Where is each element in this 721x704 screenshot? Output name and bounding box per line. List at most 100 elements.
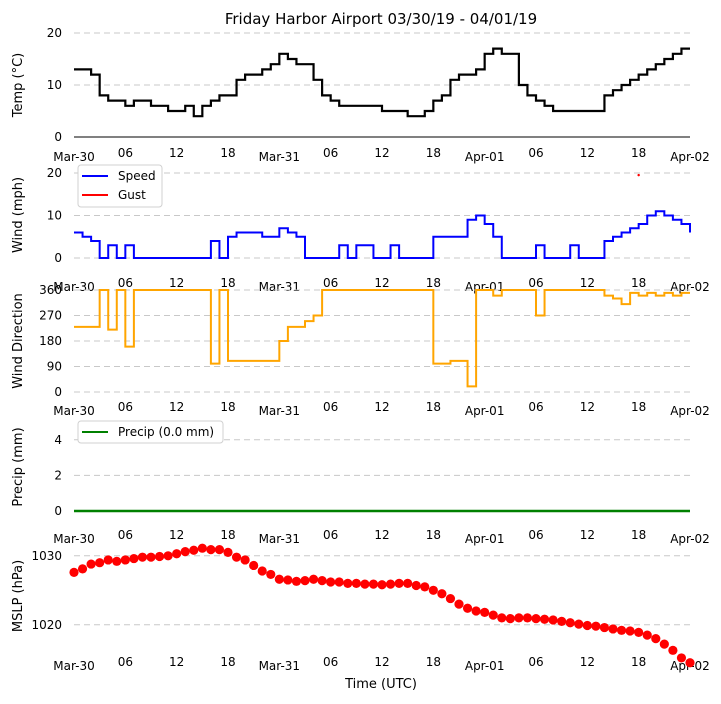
mslp-point: [676, 653, 687, 663]
x-tick-label: Mar-30: [53, 532, 94, 546]
x-tick-label: 06: [323, 528, 338, 542]
mslp-point: [249, 560, 259, 571]
x-tick-label: 06: [118, 146, 133, 160]
mslp-point: [240, 555, 250, 565]
y-tick-label: 0: [54, 504, 62, 518]
x-tick-label: 12: [169, 276, 184, 290]
x-tick-label: Mar-31: [259, 150, 300, 164]
y-axis-label: MSLP (hPa): [11, 560, 26, 632]
mslp-point: [291, 576, 302, 586]
mslp-point: [591, 621, 601, 631]
x-tick-label: Apr-02: [670, 532, 710, 546]
mslp-point: [685, 658, 695, 668]
mslp-point: [539, 614, 550, 624]
mslp-point: [437, 589, 447, 599]
x-tick-label: 12: [169, 528, 184, 542]
mslp-point: [385, 579, 396, 589]
y-tick-label: 270: [39, 309, 62, 323]
mslp-point: [608, 624, 618, 634]
wind-direction-line: [74, 289, 690, 388]
x-tick-label: 12: [580, 528, 595, 542]
x-tick-label: 18: [426, 400, 441, 414]
x-tick-label: 18: [220, 276, 235, 290]
mslp-point: [368, 579, 379, 589]
mslp-point: [454, 599, 464, 609]
x-tick-label: Apr-01: [465, 150, 505, 164]
x-tick-label: 06: [528, 528, 543, 542]
mslp-point: [616, 625, 627, 635]
mslp-point: [300, 576, 310, 586]
mslp-point: [206, 544, 216, 555]
mslp-point: [69, 567, 79, 577]
wind-gust-point: [637, 173, 640, 177]
mslp-point: [514, 613, 524, 623]
mslp-point: [103, 555, 113, 565]
x-tick-label: 06: [118, 400, 133, 414]
x-tick-label: 06: [323, 655, 338, 669]
mslp-point: [668, 645, 678, 655]
mslp-point: [274, 574, 284, 584]
y-tick-label: 180: [39, 334, 62, 348]
legend: Speed Gust: [77, 164, 163, 208]
mslp-point: [531, 613, 541, 624]
x-axis-label: Time (UTC): [344, 677, 417, 692]
mslp-point: [180, 547, 190, 557]
y-tick-label: 4: [54, 433, 62, 447]
y-tick-label: 2: [54, 468, 62, 482]
x-tick-label: 12: [169, 655, 184, 669]
mslp-point: [77, 564, 88, 574]
x-tick-label: 18: [220, 528, 235, 542]
x-tick-label: Apr-02: [670, 280, 710, 294]
y-axis-label: Precip (mm): [11, 427, 26, 506]
mslp-point: [505, 613, 515, 624]
x-tick-label: 12: [580, 276, 595, 290]
x-tick-label: 12: [580, 655, 595, 669]
x-tick-label: Mar-30: [53, 150, 94, 164]
mslp-point: [522, 613, 533, 623]
mslp-point: [574, 619, 584, 629]
x-tick-label: 18: [220, 400, 235, 414]
mslp-point: [326, 577, 336, 587]
mslp-point: [95, 558, 105, 568]
panel-wind-direction: 0 90 180 270 360 Mar-30 06 12 18 Mar-31 06 12 18 Apr-…: [11, 283, 710, 418]
x-tick-label: 12: [580, 400, 595, 414]
mslp-point: [120, 555, 130, 565]
y-tick-label: 90: [47, 360, 62, 374]
mslp-point: [403, 578, 413, 589]
x-tick-label: Apr-01: [465, 404, 505, 418]
mslp-point: [548, 615, 558, 625]
mslp-point: [231, 552, 242, 562]
y-axis-label: Wind (mph): [11, 177, 26, 253]
mslp-point: [172, 549, 182, 559]
mslp-point: [480, 607, 490, 617]
mslp-point: [599, 622, 610, 633]
x-tick-label: 12: [374, 146, 389, 160]
legend-label-gust: Gust: [118, 188, 146, 202]
x-tick-label: 06: [118, 276, 133, 290]
x-tick-label: 12: [580, 146, 595, 160]
mslp-point: [334, 577, 344, 587]
y-tick-label: 0: [54, 130, 62, 144]
chart-title: Friday Harbor Airport 03/30/19 - 04/01/1…: [225, 10, 537, 28]
mslp-point: [343, 578, 353, 589]
y-tick-label: 10: [47, 209, 62, 223]
x-tick-label: 18: [426, 146, 441, 160]
x-tick-label: 18: [631, 276, 646, 290]
legend-box: [77, 420, 224, 444]
x-tick-label: 18: [426, 528, 441, 542]
x-tick-label: 06: [118, 528, 133, 542]
mslp-point: [557, 616, 567, 626]
x-tick-label: Mar-31: [259, 532, 300, 546]
x-tick-label: 18: [631, 655, 646, 669]
x-tick-label: 18: [220, 146, 235, 160]
x-tick-label: 06: [528, 400, 543, 414]
x-tick-label: Mar-30: [53, 659, 94, 673]
mslp-point: [428, 585, 438, 595]
x-tick-label: Mar-31: [259, 404, 300, 418]
y-tick-label: 0: [54, 251, 62, 265]
mslp-point: [308, 574, 319, 584]
panel-mslp: 1020 1030 Mar-30 06 12 18 Mar-31 06 12 18 Apr-01 06…: [11, 543, 710, 673]
mslp-point: [497, 613, 507, 623]
